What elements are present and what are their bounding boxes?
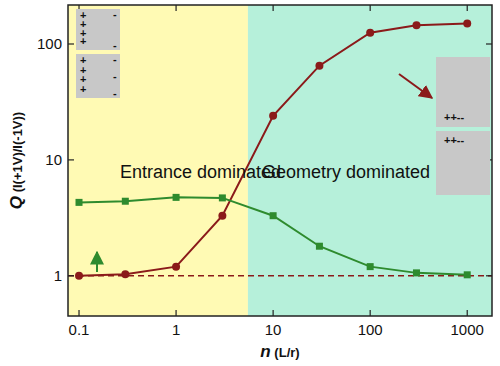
- regions: [68, 5, 492, 316]
- y-tick-label: 100: [37, 35, 62, 52]
- inset-panel: [436, 57, 490, 127]
- data-point: [219, 194, 226, 201]
- x-tick: [370, 310, 371, 316]
- x-tick-label: 0.1: [69, 321, 90, 338]
- data-point: [316, 243, 323, 250]
- inset-charge: ++--: [444, 111, 465, 123]
- series-line: [79, 24, 467, 276]
- series-line: [79, 197, 467, 274]
- data-point: [315, 62, 323, 70]
- x-tick-label: 100: [358, 321, 383, 338]
- data-point: [412, 21, 420, 29]
- y-tick-right: [486, 275, 492, 276]
- x-tick-top: [273, 5, 274, 11]
- reference-line: [68, 275, 492, 277]
- inset-charge: +: [80, 35, 86, 47]
- y-axis-label: Q (I(+1V)/I(-1V)): [7, 112, 26, 209]
- data-point: [413, 269, 420, 276]
- reference-group: [68, 275, 492, 276]
- data-point: [76, 199, 83, 206]
- inset-charge: -: [113, 8, 117, 20]
- x-tick: [467, 310, 468, 316]
- inset-charge: ++--: [444, 134, 465, 146]
- inset-charge: +: [80, 83, 86, 95]
- chart: 0.1 1 10 100 1000 1 10 100 n (L/r) Q (I(+1V)/I(-1…: [0, 0, 500, 366]
- inset-charge: -: [113, 87, 117, 99]
- data-point: [218, 212, 226, 220]
- inset-panel: [76, 54, 120, 98]
- x-tick: [78, 310, 79, 316]
- x-axis-label: n (L/r): [260, 342, 299, 361]
- y-tick-label: 10: [45, 151, 62, 168]
- inset-panel: [436, 131, 490, 195]
- arrow: [96, 252, 98, 272]
- inset-charge: -: [113, 53, 117, 65]
- region-label: Geometry dominated: [262, 162, 430, 182]
- inset-charge: -: [113, 70, 117, 82]
- arrow: [399, 74, 432, 98]
- y-tick-right: [486, 43, 492, 44]
- data-point: [75, 272, 83, 280]
- x-tick-label: 1: [172, 321, 180, 338]
- y-tick: [68, 159, 74, 160]
- data-point: [173, 194, 180, 201]
- data-point: [463, 20, 471, 28]
- x-tick: [273, 310, 274, 316]
- x-tick-label: 10: [265, 321, 282, 338]
- data-point: [366, 29, 374, 37]
- region: [248, 5, 492, 316]
- x-tick-top: [370, 5, 371, 11]
- y-tick: [68, 275, 74, 276]
- data-point: [122, 198, 129, 205]
- data-point: [269, 112, 277, 120]
- region-label: Entrance dominated: [120, 162, 281, 182]
- y-tick: [68, 43, 74, 44]
- x-tick-top: [175, 5, 176, 11]
- data-point: [464, 271, 471, 278]
- inset-panel: [76, 9, 120, 50]
- x-tick-label: 1000: [451, 321, 484, 338]
- y-tick-label: 1: [54, 267, 62, 284]
- data-point: [367, 263, 374, 270]
- series-group: [75, 20, 471, 280]
- data-point: [270, 212, 277, 219]
- data-point: [121, 270, 129, 278]
- x-tick-top: [467, 5, 468, 11]
- plot-frame: [68, 5, 492, 316]
- x-tick: [175, 310, 176, 316]
- data-point: [172, 263, 180, 271]
- inset-charge: -: [113, 39, 117, 51]
